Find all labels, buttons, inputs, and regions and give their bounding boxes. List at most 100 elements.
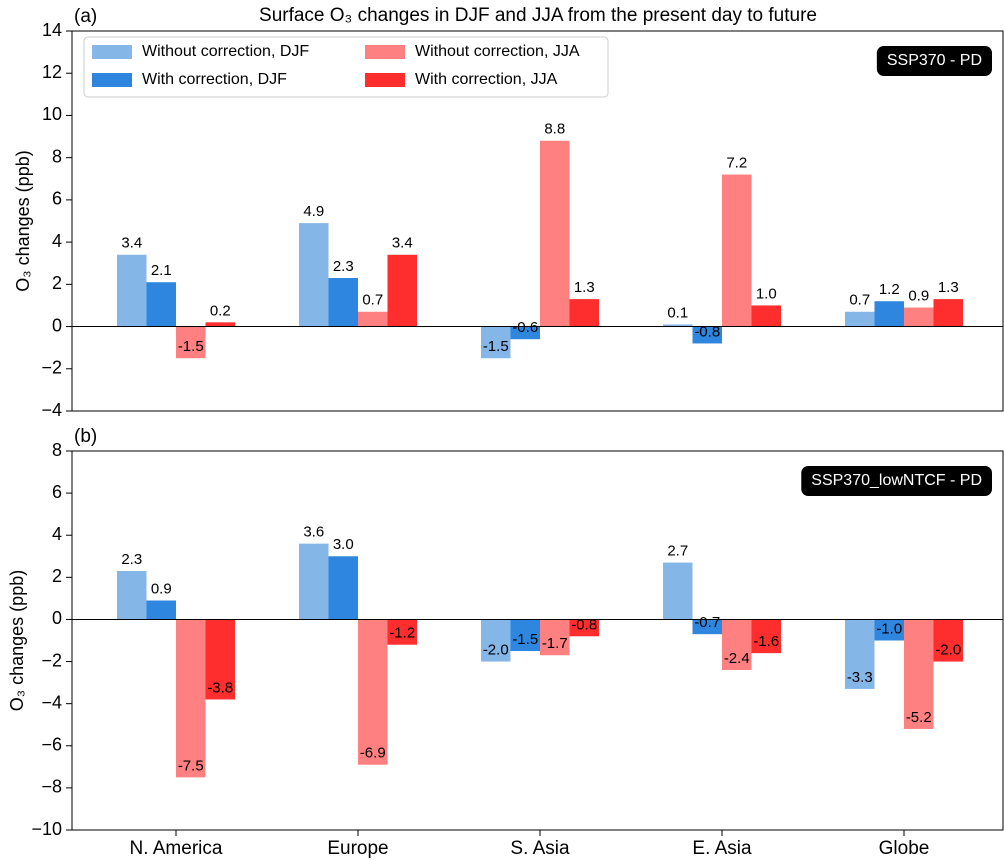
y-tick-label: −6: [41, 735, 62, 755]
value-label: -0.8: [571, 616, 597, 633]
x-tick-label: Europe: [327, 838, 388, 859]
value-label: -5.2: [906, 709, 932, 726]
value-label: 0.1: [667, 304, 688, 321]
chart-title: Surface O₃ changes in DJF and JJA from t…: [259, 5, 817, 26]
panel-label: (b): [74, 426, 97, 447]
legend-label: Without correction, DJF: [142, 43, 309, 60]
legend-label: With correction, JJA: [415, 71, 558, 88]
legend-swatch: [365, 73, 405, 87]
x-tick-label: S. Asia: [510, 838, 570, 859]
value-label: 0.7: [362, 292, 383, 309]
bar: [569, 619, 599, 637]
bar: [751, 305, 781, 327]
bar: [117, 254, 147, 327]
y-tick-label: −4: [41, 692, 62, 712]
value-label: 0.7: [849, 292, 870, 309]
value-label: 4.9: [303, 203, 324, 220]
plot-frame: [71, 30, 1004, 412]
bar: [540, 619, 570, 656]
bar: [751, 619, 781, 654]
value-label: 2.3: [121, 551, 142, 568]
value-label: -1.5: [483, 338, 509, 355]
bar: [692, 619, 722, 635]
y-tick-label: −4: [41, 400, 62, 420]
value-label: -2.0: [935, 642, 961, 659]
value-label: 0.9: [908, 288, 929, 305]
y-tick-label: 2: [52, 566, 62, 586]
y-tick-label: −2: [41, 358, 62, 378]
legend-box: [83, 36, 609, 98]
y-axis-label: O₃ changes (ppb): [7, 570, 27, 711]
value-label: 1.3: [574, 279, 595, 296]
value-label: 3.4: [392, 235, 413, 252]
value-label: 3.4: [121, 235, 142, 252]
bar: [299, 543, 329, 620]
bar: [904, 619, 934, 729]
bar: [874, 301, 904, 327]
bar: [845, 619, 875, 689]
annotation-box: [801, 466, 992, 496]
value-label: 1.0: [756, 285, 777, 302]
bar: [692, 326, 722, 344]
y-tick-label: 6: [52, 189, 62, 209]
value-label: -1.2: [389, 625, 415, 642]
legend-swatch: [365, 45, 405, 59]
legend-swatch: [92, 45, 132, 59]
x-tick-label: Globe: [879, 838, 930, 859]
legend-swatch: [92, 73, 132, 87]
bar: [722, 619, 752, 670]
value-label: 0.2: [210, 302, 231, 319]
bar: [358, 311, 388, 327]
value-label: -1.7: [542, 635, 568, 652]
y-tick-label: 10: [42, 104, 62, 124]
bar: [663, 562, 693, 620]
bar: [176, 619, 206, 778]
value-label: -1.5: [512, 631, 538, 648]
legend-label: Without correction, JJA: [415, 43, 580, 60]
annotation-box: [876, 46, 992, 76]
value-label: -7.5: [178, 757, 204, 774]
bar: [299, 223, 329, 327]
y-tick-label: 6: [52, 482, 62, 502]
bar: [481, 619, 511, 662]
value-label: 2.3: [333, 258, 354, 275]
y-tick-label: 8: [52, 440, 62, 460]
bar: [510, 619, 540, 652]
y-axis-label: O₃ changes (ppb): [13, 150, 33, 291]
bar: [358, 619, 388, 765]
y-tick-label: 12: [42, 62, 62, 82]
value-label: -0.7: [694, 614, 720, 631]
value-label: -2.4: [724, 650, 750, 667]
bar: [904, 307, 934, 327]
bar: [874, 619, 904, 641]
value-label: -1.5: [178, 338, 204, 355]
bar: [328, 278, 358, 327]
y-tick-label: 4: [52, 524, 62, 544]
panel-label: (a): [74, 6, 97, 27]
bar: [933, 619, 963, 662]
value-label: 1.2: [879, 281, 900, 298]
value-label: 1.3: [938, 279, 959, 296]
bar: [663, 324, 693, 327]
value-label: -1.6: [753, 633, 779, 650]
bar: [722, 174, 752, 327]
value-label: -3.8: [207, 679, 233, 696]
bar: [481, 326, 511, 359]
bar: [845, 311, 875, 327]
bar: [387, 619, 417, 645]
legend-label: With correction, DJF: [142, 71, 287, 88]
bar: [176, 326, 206, 359]
bar: [387, 254, 417, 327]
value-label: 3.0: [333, 536, 354, 553]
bar: [569, 299, 599, 327]
y-tick-label: 4: [52, 231, 62, 251]
y-tick-label: −2: [41, 650, 62, 670]
value-label: 3.6: [303, 524, 324, 541]
y-tick-label: 0: [52, 315, 62, 335]
y-tick-label: 8: [52, 146, 62, 166]
annotation: SSP370_lowNTCF - PD: [811, 472, 982, 489]
value-label: 8.8: [544, 121, 565, 138]
y-tick-label: 0: [52, 608, 62, 628]
value-label: -3.3: [847, 669, 873, 686]
